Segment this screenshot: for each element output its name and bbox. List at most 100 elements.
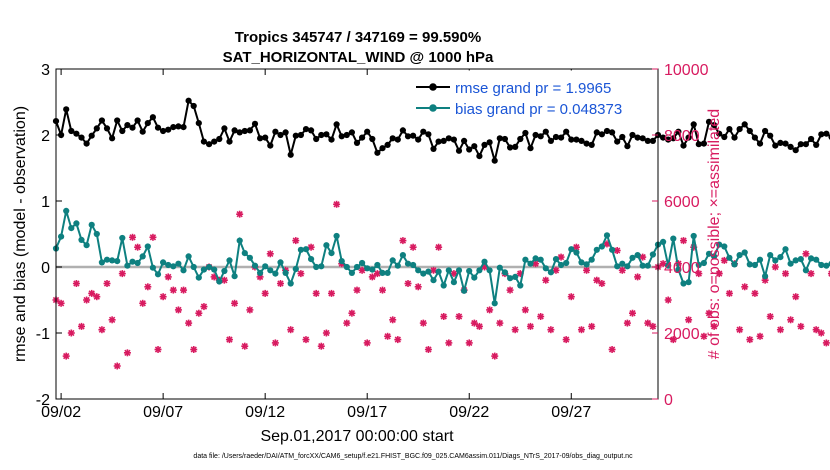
- obs-count-marker: [445, 339, 453, 347]
- obs-count-marker: [562, 336, 570, 344]
- rmse-point: [598, 131, 606, 138]
- obs-count-marker: [93, 293, 101, 301]
- rmse-point: [348, 129, 355, 136]
- bias-point: [486, 267, 493, 274]
- bias-point: [246, 254, 253, 261]
- obs-count-marker: [302, 336, 310, 344]
- bias-point: [348, 269, 355, 276]
- obs-count-marker: [399, 237, 407, 245]
- rmse-point: [68, 127, 75, 135]
- rmse-point: [486, 139, 493, 146]
- obs-count-marker: [812, 326, 820, 334]
- obs-count-marker: [669, 336, 677, 344]
- bias-point: [257, 269, 264, 276]
- bias-point: [404, 260, 412, 267]
- rmse-point: [109, 135, 116, 142]
- y-left-tick-label: 0: [41, 260, 50, 277]
- rmse-point: [154, 124, 162, 131]
- bias-point: [226, 257, 233, 264]
- obs-count-marker: [108, 316, 116, 324]
- bias-point: [751, 261, 759, 269]
- rmse-point: [236, 129, 243, 136]
- bias-point: [93, 230, 100, 238]
- obs-count-marker: [261, 289, 269, 297]
- obs-count-marker: [618, 266, 626, 274]
- bias-point: [496, 264, 503, 271]
- rmse-point: [818, 131, 825, 138]
- bias-point: [598, 243, 606, 250]
- bias-point: [338, 258, 345, 265]
- rmse-point: [134, 117, 141, 124]
- rmse-point: [466, 146, 473, 153]
- obs-count-marker: [57, 299, 65, 307]
- rmse-point: [721, 133, 728, 141]
- y-right-tick-label: 4000: [664, 260, 700, 277]
- bias-point: [680, 280, 687, 287]
- obs-count-marker: [139, 299, 147, 307]
- bias-point: [563, 259, 570, 267]
- rmse-point: [114, 117, 121, 124]
- rmse-point: [772, 142, 779, 149]
- bias-point: [415, 267, 422, 274]
- bias-point: [690, 232, 697, 240]
- y-left-tick-label: 1: [41, 194, 50, 211]
- bias-point: [644, 262, 651, 269]
- rmse-point: [221, 125, 228, 132]
- bias-point: [98, 259, 105, 266]
- bias-point: [190, 263, 197, 271]
- bias-point: [823, 262, 830, 269]
- y-right-tick-label: 8000: [664, 128, 700, 145]
- rmse-point: [241, 127, 248, 135]
- rmse-point: [359, 134, 366, 141]
- obs-count-marker: [287, 326, 295, 334]
- obs-count-marker: [389, 316, 397, 324]
- y-left-tick-label: 2: [41, 128, 50, 145]
- rmse-point: [139, 128, 146, 135]
- rmse-point: [716, 130, 723, 137]
- bias-point: [726, 254, 733, 261]
- bias-point: [767, 252, 774, 259]
- obs-count-marker: [266, 250, 274, 258]
- bias-point: [353, 263, 361, 271]
- obs-count-marker: [363, 339, 371, 347]
- bias-point: [558, 261, 565, 269]
- rmse-point: [624, 143, 631, 150]
- bias-point: [333, 232, 340, 240]
- obs-count-marker: [129, 233, 137, 241]
- rmse-point: [507, 144, 514, 151]
- obs-count-marker: [475, 322, 483, 330]
- obs-count-marker: [78, 322, 86, 330]
- rmse-point: [558, 134, 565, 141]
- y-axis-left-label: rmse and bias (model - observation): [12, 106, 29, 362]
- rmse-point: [389, 135, 396, 142]
- bias-point: [461, 287, 468, 294]
- bias-point: [267, 267, 274, 274]
- obs-count-marker: [567, 293, 575, 301]
- rmse-point: [88, 132, 95, 139]
- bias-point: [629, 254, 636, 261]
- bias-point: [736, 252, 743, 259]
- obs-count-marker: [695, 270, 703, 278]
- obs-count-marker: [276, 280, 284, 287]
- obs-count-marker: [123, 349, 131, 357]
- rmse-point: [415, 136, 422, 143]
- rmse-point: [287, 151, 294, 158]
- bias-point: [435, 268, 442, 275]
- bias-point: [109, 257, 116, 264]
- rmse-point: [78, 134, 85, 141]
- rmse-point: [410, 132, 417, 139]
- rmse-point: [175, 123, 182, 130]
- rmse-point: [629, 131, 636, 139]
- rmse-point: [563, 128, 570, 135]
- bias-point: [619, 260, 626, 267]
- bias-point: [455, 267, 463, 274]
- bias-point: [568, 246, 575, 253]
- obs-count-marker: [577, 326, 585, 334]
- y-left-tick-label: -1: [36, 326, 50, 343]
- bias-point: [481, 258, 488, 265]
- obs-count-marker: [583, 266, 591, 274]
- obs-count-marker: [593, 276, 601, 284]
- obs-count-marker: [817, 329, 825, 337]
- bias-point: [675, 266, 682, 273]
- bias-point: [705, 250, 713, 257]
